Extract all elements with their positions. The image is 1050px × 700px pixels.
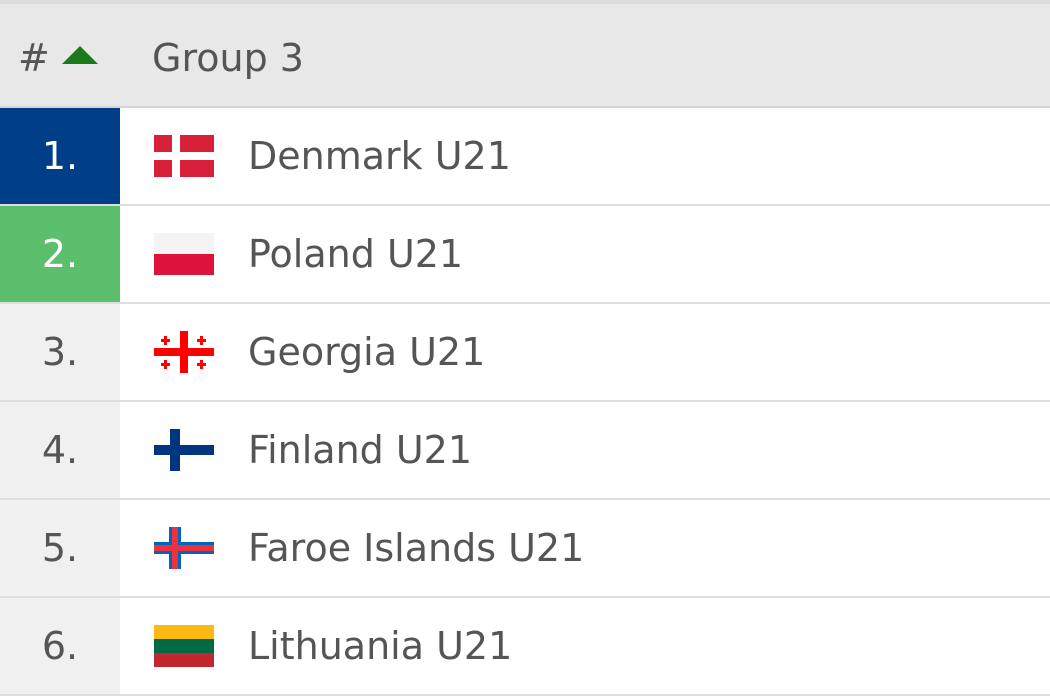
table-row: 1. Denmark U21	[0, 108, 1050, 206]
group-header: Group 3	[152, 36, 304, 80]
rank-cell: 3.	[0, 304, 120, 400]
flag	[154, 135, 214, 177]
flag	[154, 625, 214, 667]
rank-cell: 4.	[0, 402, 120, 498]
team-name[interactable]: Finland U21	[248, 428, 473, 472]
team-name[interactable]: Faroe Islands U21	[248, 526, 585, 570]
flag	[154, 429, 214, 471]
rank-cell: 1.	[0, 108, 120, 204]
flag	[154, 527, 214, 569]
team-name[interactable]: Denmark U21	[248, 134, 511, 178]
rank-header[interactable]: #	[18, 36, 50, 80]
team-name[interactable]: Georgia U21	[248, 330, 486, 374]
table-header: # Group 3	[0, 4, 1050, 108]
table-row: 4. Finland U21	[0, 402, 1050, 500]
sort-icon[interactable]	[62, 46, 100, 66]
rank-cell: 6.	[0, 598, 120, 694]
team-name[interactable]: Poland U21	[248, 232, 464, 276]
table-row: 2. Poland U21	[0, 206, 1050, 304]
table-row: 6. Lithuania U21	[0, 598, 1050, 696]
flag	[154, 233, 214, 275]
table-row: 5. Faroe Islands U21	[0, 500, 1050, 598]
flag	[154, 331, 214, 373]
table-row: 3. Georgia U21	[0, 304, 1050, 402]
rank-cell: 2.	[0, 206, 120, 302]
team-name[interactable]: Lithuania U21	[248, 624, 513, 668]
rank-cell: 5.	[0, 500, 120, 596]
